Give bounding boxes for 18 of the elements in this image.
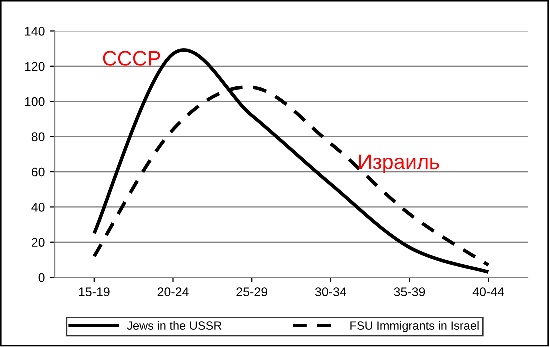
y-tick-label: 100 bbox=[25, 97, 45, 106]
y-tick-label: 40 bbox=[32, 203, 45, 212]
x-tick-label: 35-39 bbox=[394, 288, 426, 297]
annotation: СССР bbox=[103, 51, 160, 66]
y-tick-label: 80 bbox=[32, 132, 45, 142]
legend-label: FSU Immigrants in Israel bbox=[350, 321, 479, 332]
y-tick-label: 120 bbox=[25, 62, 45, 72]
x-tick-label: 40-44 bbox=[472, 288, 504, 297]
x-tick-label: 25-29 bbox=[236, 288, 268, 297]
x-tick-label: 15-19 bbox=[79, 288, 110, 297]
y-tick-label: 20 bbox=[32, 238, 45, 248]
legend-label: Jews in the USSR bbox=[127, 321, 222, 330]
x-tick-label: 30-34 bbox=[315, 288, 347, 297]
y-tick-label: 60 bbox=[32, 168, 45, 177]
y-tick-label: 0 bbox=[38, 273, 45, 282]
x-tick-label: 20-24 bbox=[158, 288, 189, 297]
annotation: Израиль bbox=[359, 154, 440, 174]
y-tick-label: 140 bbox=[25, 27, 45, 36]
